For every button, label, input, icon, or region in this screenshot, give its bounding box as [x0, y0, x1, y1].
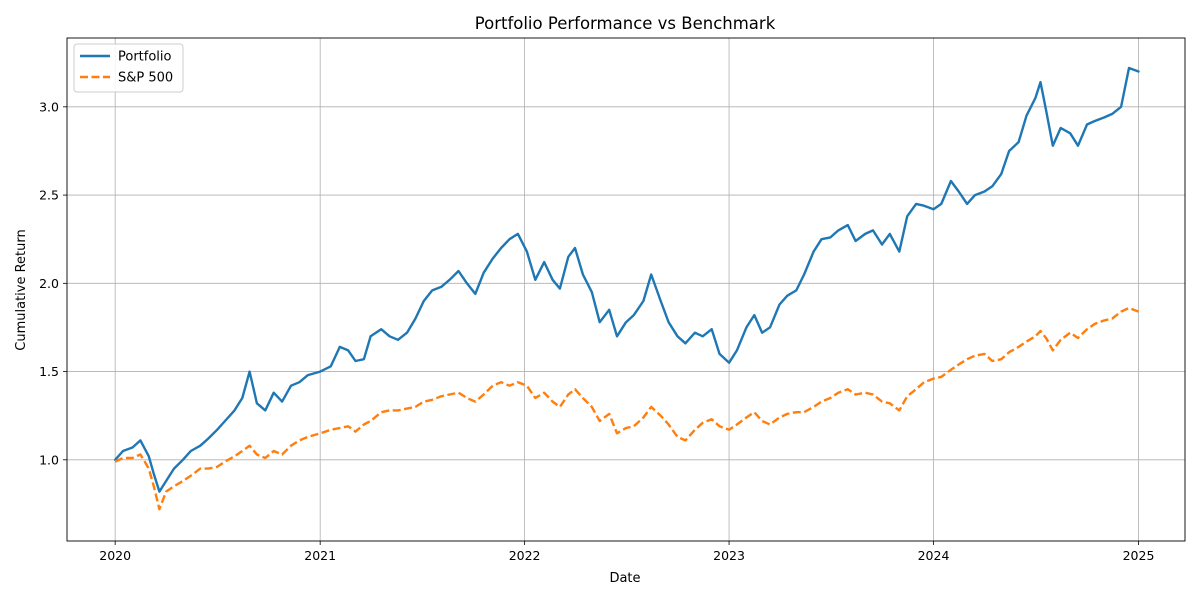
legend-portfolio-label: Portfolio [118, 50, 172, 65]
x-tick-label: 2021 [304, 548, 336, 563]
portfolio-line [113, 66, 1140, 493]
x-tick-label: 2025 [1123, 548, 1155, 563]
y-axis-label: Cumulative Return [14, 229, 29, 350]
benchmark-line [114, 306, 1139, 511]
x-tick-label: 2023 [713, 548, 745, 563]
x-tick-label: 2020 [99, 548, 131, 563]
y-axis: 1.0 1.5 2.0 2.5 3.0 [39, 99, 67, 467]
x-tick-label: 2024 [918, 548, 950, 563]
y-tick-label: 2.5 [39, 188, 59, 203]
legend: Portfolio S&P 500 [73, 43, 184, 93]
x-axis-label: Date [609, 571, 640, 586]
chart-title: Portfolio Performance vs Benchmark [475, 14, 776, 33]
y-tick-label: 1.5 [39, 364, 59, 379]
y-tick-label: 2.0 [39, 276, 59, 291]
y-tick-label: 3.0 [39, 99, 59, 114]
x-axis: 2020 2021 2022 2023 2024 2025 [99, 541, 1154, 563]
grid [67, 38, 1185, 541]
x-tick-label: 2022 [509, 548, 541, 563]
plot-frame [66, 37, 1186, 542]
y-tick-label: 1.0 [39, 452, 59, 467]
legend-benchmark-label: S&P 500 [118, 71, 173, 86]
series-layer [113, 66, 1140, 511]
